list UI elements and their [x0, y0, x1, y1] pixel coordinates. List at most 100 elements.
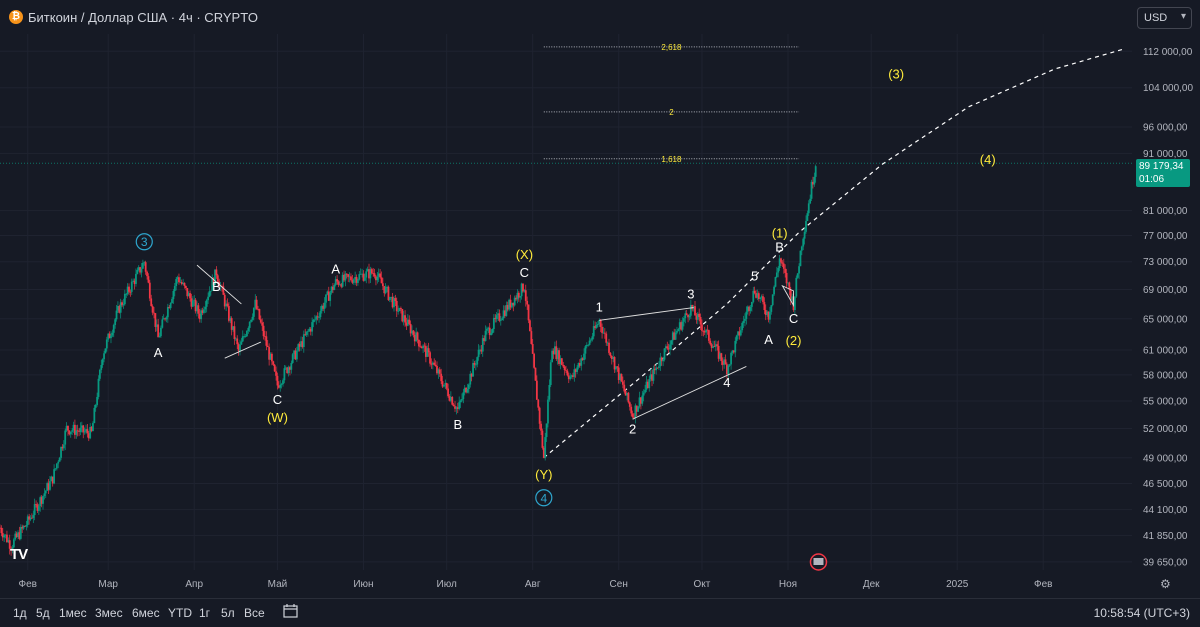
x-tick-label: Июл [437, 579, 457, 590]
candle-body [705, 329, 708, 333]
candle-body [578, 362, 581, 366]
candle-body [791, 296, 794, 301]
candle-body [683, 318, 685, 322]
candle-body [459, 400, 462, 403]
candle-body [400, 307, 402, 310]
candle-body [21, 527, 24, 529]
candle-body [616, 366, 619, 368]
candle-body [490, 333, 492, 335]
candle-body [721, 361, 724, 365]
candle-body [90, 427, 93, 432]
candle-body [85, 429, 87, 432]
candle-body [248, 321, 251, 328]
candle-body [280, 384, 283, 385]
timeframe-ytd[interactable]: YTD [168, 606, 192, 620]
candle-body [628, 402, 631, 407]
candle-body [413, 334, 416, 342]
candle-body [361, 273, 363, 275]
candle-body [28, 516, 31, 520]
candle-body [408, 319, 411, 324]
candle-body [601, 326, 603, 333]
candle-body [154, 313, 157, 327]
candle-body [384, 286, 387, 294]
candle-body [144, 262, 147, 272]
settings-gear-icon[interactable]: ⚙ [1160, 577, 1171, 591]
candle-body [261, 322, 264, 326]
timeframe-6m[interactable]: 6мес [132, 606, 160, 620]
candle-body [350, 276, 352, 281]
candle-body [445, 383, 448, 389]
candle-body [71, 430, 74, 432]
candle-body [699, 317, 702, 325]
events-flag-fill [813, 558, 824, 565]
candle-body [126, 286, 129, 294]
candle-body [470, 373, 473, 377]
candle-body [255, 299, 258, 309]
x-tick-label: Дек [863, 579, 880, 590]
candle-body [626, 392, 628, 396]
candle-body [406, 319, 409, 326]
candle-body [204, 306, 207, 310]
y-tick-label: 52 000,00 [1143, 424, 1188, 435]
candle-body [110, 335, 112, 339]
candle-body [51, 476, 54, 484]
candle-body [782, 263, 785, 269]
candle-body [581, 358, 584, 361]
candle-body [667, 348, 670, 350]
timeframe-1y[interactable]: 1г [199, 606, 211, 620]
candle-body [304, 334, 307, 336]
calendar-range-icon[interactable] [283, 604, 298, 618]
candle-body [343, 274, 345, 281]
timeframe-5d[interactable]: 5д [36, 606, 50, 620]
candle-body [418, 339, 420, 347]
candle-body [793, 296, 796, 311]
candle-body [645, 381, 648, 390]
timeframe-3m[interactable]: 3мес [95, 606, 123, 620]
candle-body [344, 273, 347, 281]
candle-body [555, 346, 558, 360]
candle-body [246, 330, 248, 337]
candle-body [415, 332, 418, 342]
last-price-tag: 89 179,34 01:06 [1136, 159, 1190, 187]
candle-body [547, 399, 549, 424]
symbol-title[interactable]: Биткоин / Доллар США · 4ч · CRYPTO [28, 10, 259, 25]
candle-body [411, 330, 413, 334]
chevron-down-icon: ▾ [1180, 11, 1186, 22]
candle-body [383, 286, 386, 294]
candle-body [225, 303, 228, 307]
candle-body [702, 330, 705, 332]
candle-body [74, 424, 76, 435]
timeframe-1m[interactable]: 1мес [59, 606, 87, 620]
wave-circle [535, 489, 553, 507]
timeframe-all[interactable]: Все [244, 606, 265, 620]
tradingview-logo-icon[interactable]: TV [10, 546, 28, 563]
candle-body [14, 533, 17, 540]
candle-body [79, 427, 82, 432]
candle-body [789, 289, 792, 301]
candle-body [724, 359, 727, 365]
candle-body [244, 336, 247, 337]
candle-body [569, 376, 572, 380]
candle-body [125, 293, 128, 295]
candle-body [143, 262, 146, 263]
candle-body [0, 527, 3, 534]
candle-body [158, 336, 161, 338]
candle-body [151, 306, 154, 313]
candle-body [290, 362, 293, 370]
candle-body [541, 430, 544, 448]
candle-body [621, 381, 624, 385]
candle-body [735, 335, 738, 341]
candle-body [703, 331, 706, 333]
candle-body [608, 342, 610, 353]
candle-body [105, 339, 108, 349]
candle-body [117, 306, 119, 311]
candle-body [86, 429, 89, 434]
currency-select[interactable]: USD ▾ [1137, 7, 1192, 29]
timeframe-1d[interactable]: 1д [13, 606, 27, 620]
wave-label: (3) [888, 67, 904, 82]
y-tick-label: 55 000,00 [1143, 396, 1188, 407]
candle-body [176, 277, 179, 280]
timeframe-5y[interactable]: 5л [221, 606, 235, 620]
candle-body [60, 446, 62, 458]
